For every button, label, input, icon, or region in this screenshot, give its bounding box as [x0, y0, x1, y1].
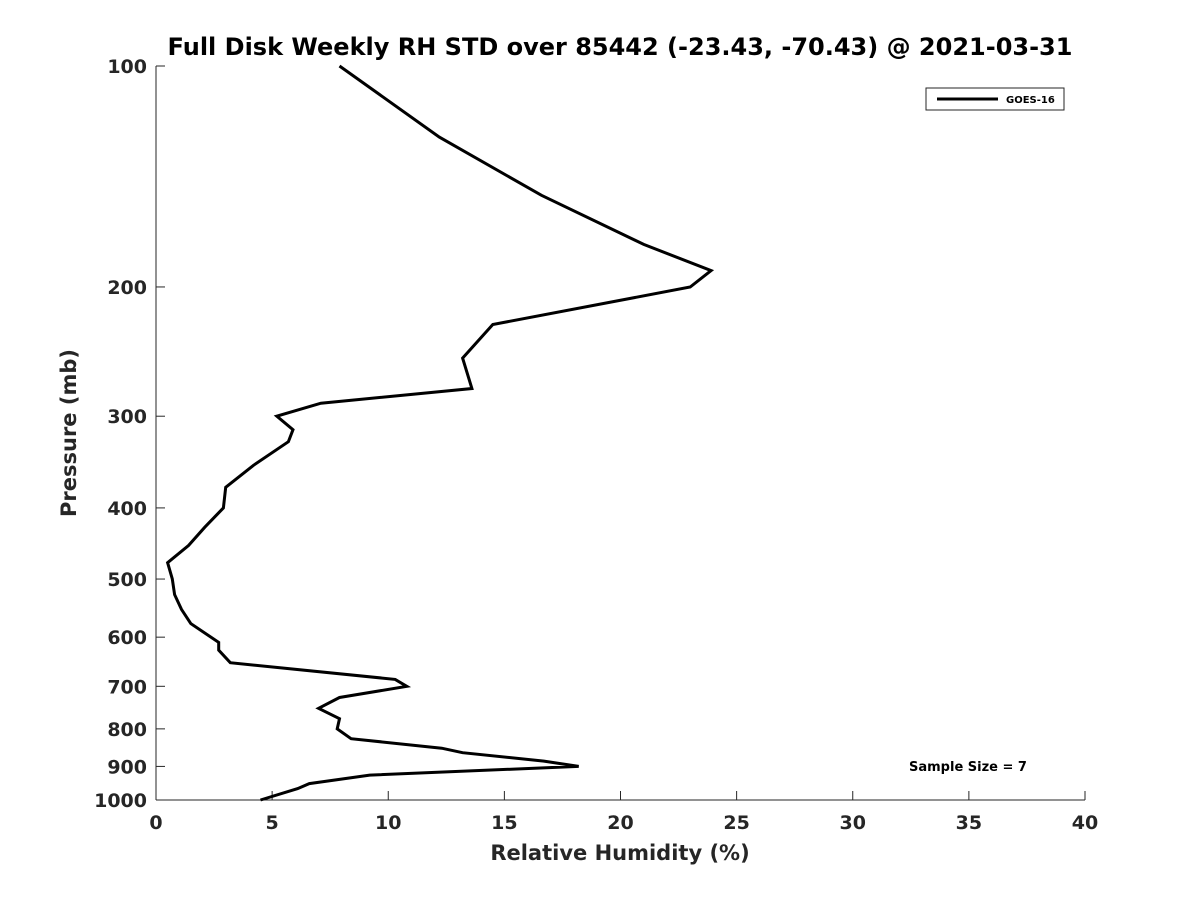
x-tick-label: 25 — [723, 812, 749, 834]
y-axis-label: Pressure (mb) — [57, 349, 81, 517]
legend-entry-goes-16: GOES-16 — [1006, 95, 1055, 106]
legend: GOES-16 — [925, 87, 1065, 111]
y-tick-label: 400 — [107, 498, 147, 520]
y-tick-label: 600 — [107, 627, 147, 649]
x-axis-ticks: 0 5 10 15 20 25 30 35 40 — [149, 791, 1098, 834]
series-group — [165, 64, 715, 802]
y-tick-label: 200 — [107, 277, 147, 299]
y-tick-label: 700 — [107, 676, 147, 698]
x-tick-label: 20 — [607, 812, 633, 834]
y-tick-label: 300 — [107, 406, 147, 428]
series-line-goes-16 — [165, 64, 715, 802]
y-tick-label: 100 — [107, 56, 147, 78]
sample-size-annotation: Sample Size = 7 — [909, 760, 1027, 775]
y-tick-label: 800 — [107, 719, 147, 741]
chart-title: Full Disk Weekly RH STD over 85442 (-23.… — [168, 33, 1073, 61]
y-tick-label: 1000 — [94, 790, 147, 812]
x-axis-label: Relative Humidity (%) — [490, 841, 749, 865]
x-tick-label: 35 — [956, 812, 982, 834]
x-tick-label: 40 — [1072, 812, 1098, 834]
y-tick-label: 900 — [107, 756, 147, 778]
x-tick-label: 0 — [149, 812, 162, 834]
x-tick-label: 5 — [266, 812, 279, 834]
x-tick-label: 15 — [491, 812, 517, 834]
y-axis-ticks: 100 200 300 400 500 600 700 800 900 1000 — [94, 56, 165, 812]
x-tick-label: 10 — [375, 812, 401, 834]
x-tick-label: 30 — [840, 812, 866, 834]
y-tick-label: 500 — [107, 569, 147, 591]
